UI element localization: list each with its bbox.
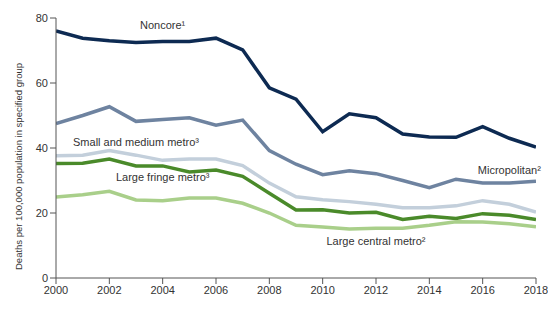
svg-text:Large central metro²: Large central metro² xyxy=(326,235,425,247)
svg-text:2002: 2002 xyxy=(97,284,121,296)
svg-text:2016: 2016 xyxy=(470,284,494,296)
svg-text:2012: 2012 xyxy=(364,284,388,296)
svg-text:Micropolitan²: Micropolitan² xyxy=(478,164,541,176)
svg-text:2008: 2008 xyxy=(257,284,281,296)
svg-text:20: 20 xyxy=(36,207,48,219)
svg-text:60: 60 xyxy=(36,77,48,89)
svg-text:Deaths per 100,000 population: Deaths per 100,000 population in specifi… xyxy=(13,63,24,270)
svg-text:2010: 2010 xyxy=(310,284,334,296)
svg-text:2006: 2006 xyxy=(204,284,228,296)
svg-text:Noncore¹: Noncore¹ xyxy=(140,19,186,31)
svg-text:40: 40 xyxy=(36,142,48,154)
svg-text:2014: 2014 xyxy=(417,284,441,296)
svg-text:2000: 2000 xyxy=(44,284,68,296)
svg-text:Small and medium metro³: Small and medium metro³ xyxy=(73,136,199,148)
svg-text:Large fringe metro³: Large fringe metro³ xyxy=(116,171,210,183)
svg-text:2018: 2018 xyxy=(524,284,548,296)
svg-text:0: 0 xyxy=(42,272,48,284)
svg-text:2004: 2004 xyxy=(150,284,174,296)
svg-text:80: 80 xyxy=(36,12,48,24)
